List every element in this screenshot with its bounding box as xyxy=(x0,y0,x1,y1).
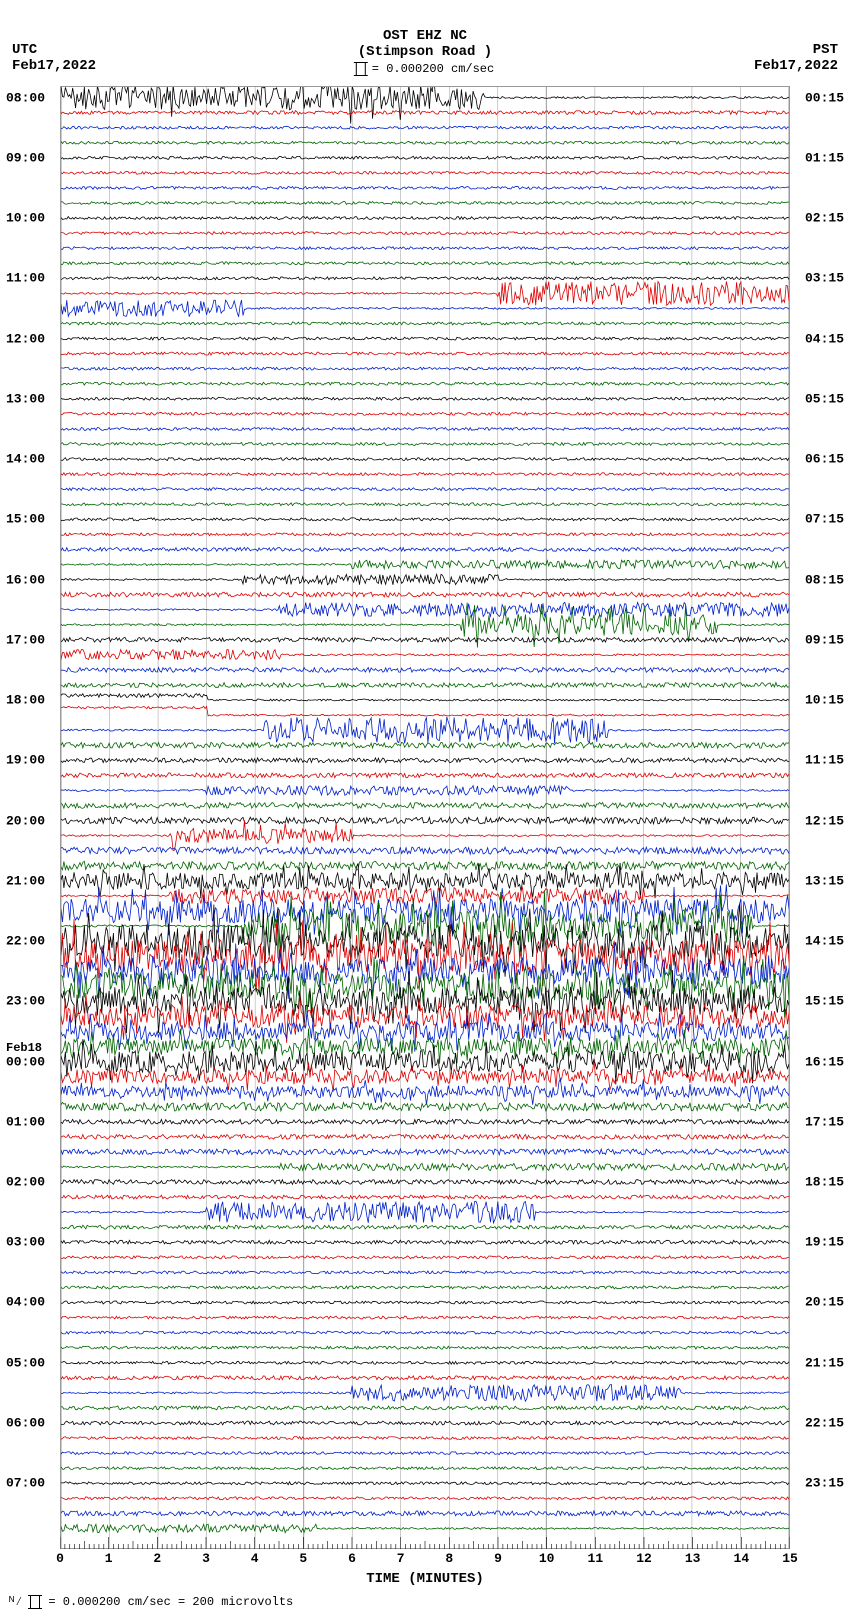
x-tick-label: 13 xyxy=(685,1551,701,1566)
utc-hour-label: 00:00 xyxy=(6,1054,45,1069)
footer-scale-marker: ᴺ⁄ xyxy=(8,1595,22,1609)
amplitude-scale: = 0.000200 cm/sec xyxy=(356,62,494,76)
pst-hour-label: 17:15 xyxy=(805,1114,844,1129)
x-tick-label: 14 xyxy=(734,1551,750,1566)
pst-hour-label: 20:15 xyxy=(805,1295,844,1310)
utc-hour-label: 21:00 xyxy=(6,873,45,888)
scale-text: = 0.000200 cm/sec xyxy=(372,62,494,76)
pst-hour-label: 22:15 xyxy=(805,1415,844,1430)
utc-hour-label: 12:00 xyxy=(6,331,45,346)
x-axis: 0123456789101112131415 xyxy=(60,1549,790,1569)
utc-hour-label: 20:00 xyxy=(6,813,45,828)
pst-hour-label: 16:15 xyxy=(805,1054,844,1069)
x-tick-label: 10 xyxy=(539,1551,555,1566)
pst-hour-label: 15:15 xyxy=(805,994,844,1009)
pst-hour-label: 11:15 xyxy=(805,753,844,768)
utc-hour-label: 11:00 xyxy=(6,271,45,286)
pst-hour-label: 10:15 xyxy=(805,693,844,708)
footer-scale: ᴺ⁄ = 0.000200 cm/sec = 200 microvolts xyxy=(8,1595,293,1609)
utc-hour-label: 15:00 xyxy=(6,512,45,527)
utc-hour-label: 06:00 xyxy=(6,1415,45,1430)
pst-hour-label: 09:15 xyxy=(805,632,844,647)
pst-hour-label: 02:15 xyxy=(805,211,844,226)
utc-hour-label: 19:00 xyxy=(6,753,45,768)
date-right-label: Feb17,2022 xyxy=(754,58,838,74)
utc-hour-label: 13:00 xyxy=(6,391,45,406)
utc-hour-label: 05:00 xyxy=(6,1355,45,1370)
utc-hour-label: 14:00 xyxy=(6,452,45,467)
x-tick-label: 2 xyxy=(153,1551,161,1566)
utc-hour-label: 07:00 xyxy=(6,1476,45,1491)
pst-hour-label: 06:15 xyxy=(805,452,844,467)
pst-hour-label: 00:15 xyxy=(805,90,844,105)
scale-bar-icon xyxy=(30,1595,40,1609)
pst-hour-label: 03:15 xyxy=(805,271,844,286)
utc-hour-label: 17:00 xyxy=(6,632,45,647)
pst-hour-label: 07:15 xyxy=(805,512,844,527)
pst-hour-label: 05:15 xyxy=(805,391,844,406)
utc-hour-label: 23:00 xyxy=(6,994,45,1009)
utc-hour-label: 16:00 xyxy=(6,572,45,587)
x-tick-label: 7 xyxy=(397,1551,405,1566)
utc-hour-label: 10:00 xyxy=(6,211,45,226)
utc-hour-label: 22:00 xyxy=(6,934,45,949)
x-tick-label: 0 xyxy=(56,1551,64,1566)
utc-hour-label: 03:00 xyxy=(6,1235,45,1250)
x-tick-label: 5 xyxy=(299,1551,307,1566)
seismogram-plot: 08:0000:1509:0001:1510:0002:1511:0003:15… xyxy=(60,86,790,1549)
x-tick-label: 9 xyxy=(494,1551,502,1566)
pst-hour-label: 21:15 xyxy=(805,1355,844,1370)
utc-hour-label: 18:00 xyxy=(6,693,45,708)
pst-hour-label: 08:15 xyxy=(805,572,844,587)
pst-hour-label: 01:15 xyxy=(805,150,844,165)
x-tick-label: 6 xyxy=(348,1551,356,1566)
station-code: OST EHZ NC xyxy=(0,28,850,44)
pst-hour-label: 12:15 xyxy=(805,813,844,828)
x-tick-label: 11 xyxy=(588,1551,604,1566)
x-tick-label: 12 xyxy=(636,1551,652,1566)
chart-header: OST EHZ NC (Stimpson Road ) xyxy=(0,28,850,60)
utc-hour-label: 04:00 xyxy=(6,1295,45,1310)
pst-hour-label: 14:15 xyxy=(805,934,844,949)
pst-hour-label: 04:15 xyxy=(805,331,844,346)
utc-hour-label: 01:00 xyxy=(6,1114,45,1129)
x-tick-label: 1 xyxy=(105,1551,113,1566)
utc-hour-label: 08:00 xyxy=(6,90,45,105)
x-tick-label: 4 xyxy=(251,1551,259,1566)
x-axis-title: TIME (MINUTES) xyxy=(0,1571,850,1587)
timezone-right-label: PST xyxy=(813,42,838,58)
pst-hour-label: 19:15 xyxy=(805,1235,844,1250)
station-location: (Stimpson Road ) xyxy=(0,44,850,60)
utc-hour-label: 02:00 xyxy=(6,1174,45,1189)
x-tick-label: 3 xyxy=(202,1551,210,1566)
scale-bar-icon xyxy=(356,62,366,76)
date-left-label: Feb17,2022 xyxy=(12,58,96,74)
x-tick-label: 8 xyxy=(445,1551,453,1566)
footer-scale-text: = 0.000200 cm/sec = 200 microvolts xyxy=(48,1595,293,1609)
pst-hour-label: 13:15 xyxy=(805,873,844,888)
pst-hour-label: 18:15 xyxy=(805,1174,844,1189)
x-tick-label: 15 xyxy=(782,1551,798,1566)
utc-hour-label: 09:00 xyxy=(6,150,45,165)
pst-hour-label: 23:15 xyxy=(805,1476,844,1491)
timezone-left-label: UTC xyxy=(12,42,37,58)
